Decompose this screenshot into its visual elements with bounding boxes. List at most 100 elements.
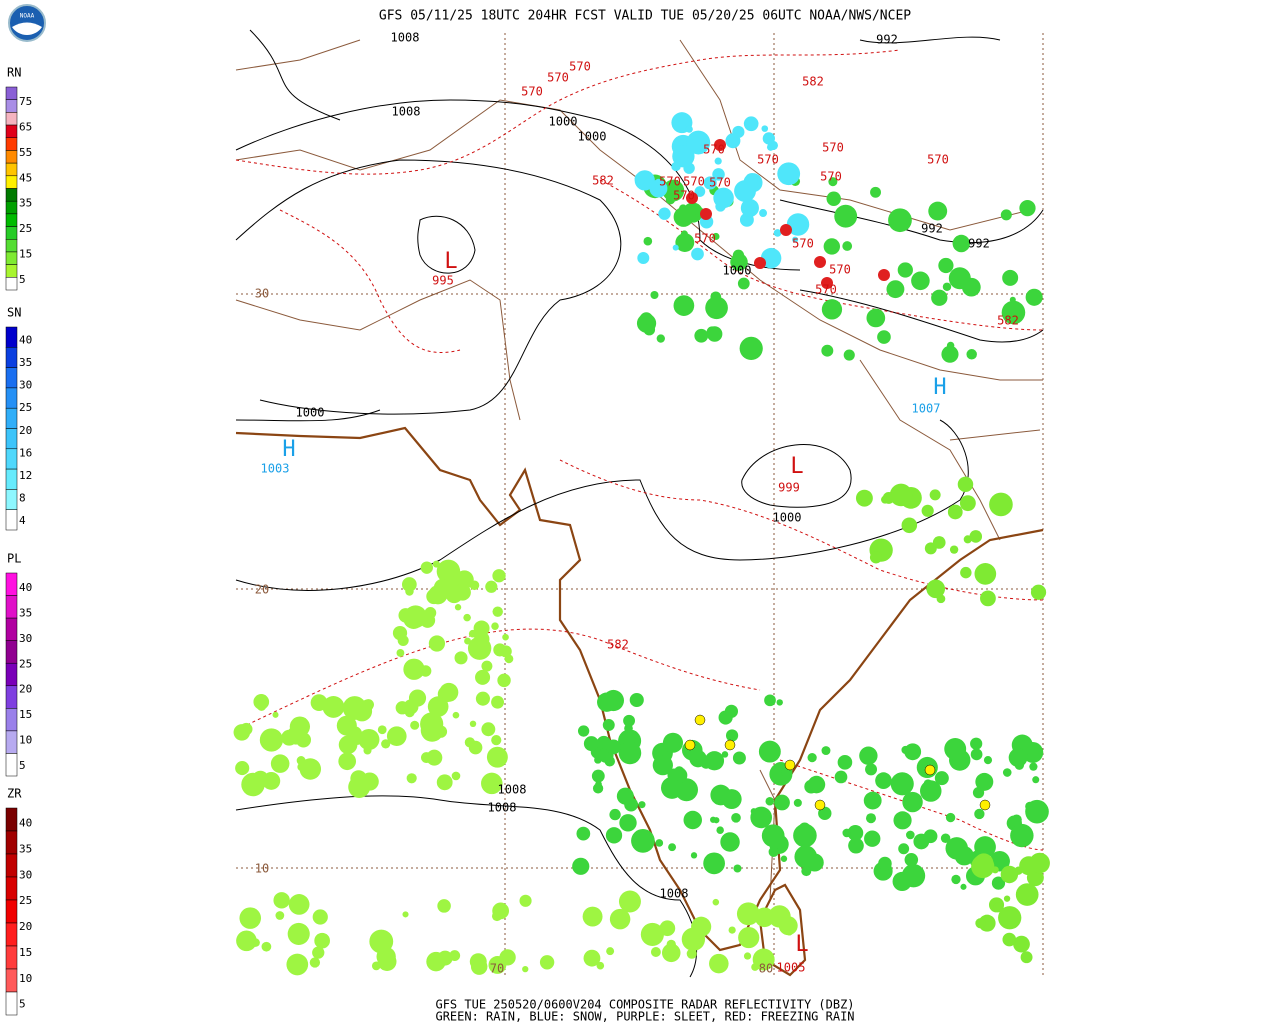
precip-cell (750, 808, 757, 815)
precip-cell (604, 755, 615, 767)
precip-cell (659, 920, 676, 937)
height-label: 570 (673, 189, 695, 203)
high-value: 1003 (261, 462, 290, 476)
precip-cell (275, 911, 285, 920)
precip-cell (869, 551, 883, 564)
height-label: 570 (815, 283, 837, 297)
precip-cell (492, 569, 506, 583)
pressure-label: 1000 (296, 406, 325, 420)
precip-cell (420, 752, 432, 763)
height-label: 570 (792, 237, 814, 251)
latitude-label: 20 (255, 583, 269, 597)
precip-cell (481, 660, 493, 672)
legend-level: 35 (19, 356, 32, 369)
precip-cell (731, 813, 741, 823)
precip-cell (239, 907, 262, 929)
precip-cell (591, 769, 605, 783)
precip-cell (762, 132, 775, 145)
pressure-label: 1000 (723, 264, 752, 278)
precip-cell (740, 198, 759, 218)
precip-cell (539, 955, 555, 970)
isobar (741, 444, 852, 508)
precip-core (694, 714, 706, 726)
precip-cell (1029, 852, 1050, 874)
legend-level: 75 (19, 95, 32, 108)
precip-cell (310, 694, 328, 712)
height-contour (235, 628, 761, 731)
precip-cell (261, 736, 276, 750)
precip-cell (691, 247, 704, 261)
precip-cell (704, 751, 725, 771)
longitude-label: 80 (759, 962, 773, 976)
freezing-rain-cell (714, 139, 726, 151)
map-area: 1008 992100810001000992992100010001000100… (233, 29, 1050, 978)
legend-swatch (5, 347, 18, 368)
legend-swatch (5, 595, 18, 619)
precip-cell (262, 771, 281, 790)
precip-cell (492, 606, 503, 617)
precip-cell (401, 577, 417, 592)
precip-cell (801, 866, 812, 877)
low-value: 999 (778, 481, 800, 495)
legend-swatch (5, 968, 18, 993)
precip-cell (606, 947, 615, 956)
precip-cell (902, 791, 923, 813)
isobar (249, 29, 1001, 121)
precip-cell (270, 754, 290, 773)
precip-cell (406, 773, 417, 784)
legend-level: 45 (19, 171, 32, 184)
precip-cell (488, 956, 507, 974)
precip-cell (705, 296, 728, 320)
precip-cell (650, 290, 659, 300)
precip-cell (807, 775, 826, 794)
legend-level: 35 (19, 607, 32, 620)
legend-level: 30 (19, 632, 32, 645)
precip-cell (768, 846, 779, 857)
precip-cell (732, 751, 746, 765)
precip-cell (778, 916, 798, 936)
freezing-rain-cell (686, 192, 698, 204)
precip-cell (761, 125, 769, 132)
legend-level: 40 (19, 581, 32, 594)
precip-cell (656, 334, 665, 343)
precip-cell (960, 883, 967, 890)
precip-cell (911, 271, 930, 291)
precip-cell (492, 902, 510, 920)
legend-title: RN (7, 66, 21, 80)
precip-cell (949, 545, 959, 554)
precip-cell (683, 810, 702, 830)
precip-cell (667, 768, 681, 782)
precip-cell (807, 753, 817, 763)
legend-level: 4 (19, 514, 26, 527)
precip-core (979, 799, 991, 811)
precip-cell (606, 739, 621, 755)
legend-level: 8 (19, 491, 26, 504)
precip-cell (736, 902, 760, 926)
precip-cell (618, 741, 642, 765)
precip-cell (945, 837, 968, 860)
precip-cell (420, 719, 444, 742)
pressure-label: 1008 (392, 105, 421, 119)
legend-swatch (5, 640, 18, 664)
precip-cell (377, 725, 387, 735)
precip-cell (602, 719, 615, 731)
precip-cell (454, 584, 471, 601)
precip-cell (970, 748, 983, 761)
precip-cell (481, 722, 496, 737)
legend-swatch (5, 509, 18, 531)
precip-cell (583, 736, 599, 752)
precip-cell (859, 746, 878, 765)
precip-cell (673, 295, 695, 316)
precip-cell (694, 328, 709, 343)
precip-cell (959, 495, 976, 512)
precip-cell (938, 257, 954, 274)
precip-cell (993, 902, 1004, 913)
legend-level: 30 (19, 868, 32, 881)
precip-cell (519, 894, 532, 907)
legend-level: 15 (19, 946, 32, 959)
legend-swatch (5, 188, 18, 202)
precip-cell (834, 770, 848, 784)
precip-cell (980, 590, 996, 607)
precip-cell (923, 779, 933, 789)
logo-wave (12, 22, 42, 36)
